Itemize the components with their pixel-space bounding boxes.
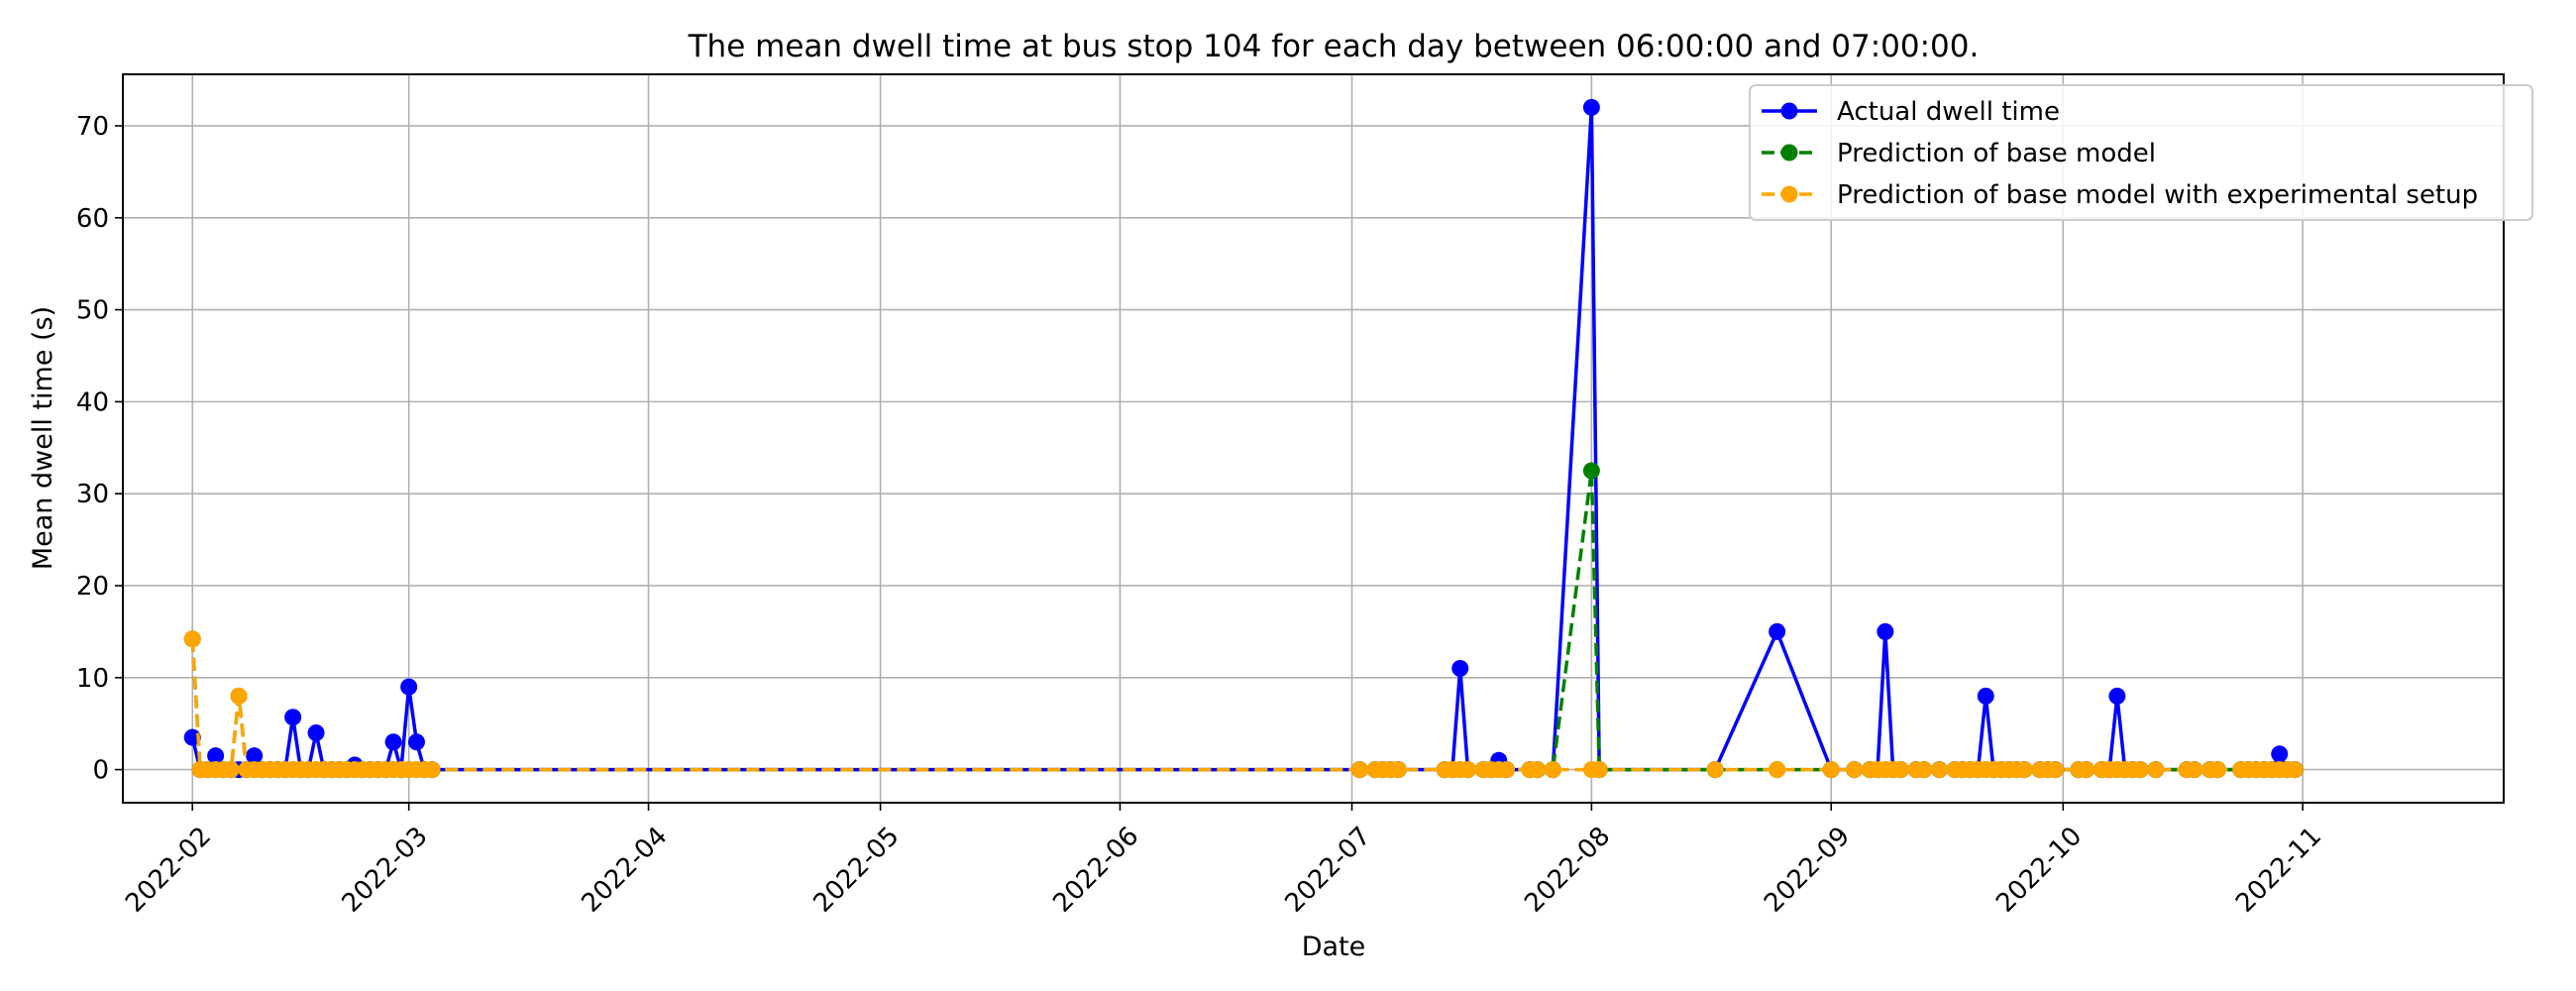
y-axis: 0 10 20 30 40 50 60 70 <box>76 112 123 786</box>
series-group <box>183 98 2304 779</box>
y-tick-label: 60 <box>76 204 109 234</box>
plot-frame <box>122 73 2505 804</box>
data-point <box>1706 761 1724 779</box>
data-point <box>2147 761 2165 779</box>
y-tick-label: 10 <box>76 664 109 694</box>
data-point <box>1846 761 1864 779</box>
legend-box <box>1749 84 2533 221</box>
legend-label: Actual dwell time <box>1837 97 2060 127</box>
data-point <box>1977 687 1994 705</box>
data-point <box>183 630 201 648</box>
data-point <box>222 761 240 779</box>
data-point <box>2108 687 2126 705</box>
legend-label: Prediction of base model <box>1837 139 2156 168</box>
data-point <box>1451 660 1469 678</box>
data-point <box>1582 98 1600 116</box>
data-point <box>230 687 248 705</box>
y-tick-label: 70 <box>76 112 109 142</box>
legend-item: Prediction of base model <box>1762 139 2156 168</box>
data-point <box>2286 761 2304 779</box>
legend-swatch-marker <box>1780 185 1798 203</box>
data-point <box>1930 761 1948 779</box>
data-point <box>400 678 418 696</box>
data-point <box>1769 761 1786 779</box>
data-point <box>2046 761 2064 779</box>
y-tick-label: 50 <box>76 296 109 326</box>
data-point <box>1389 761 1407 779</box>
legend-swatch-marker <box>1780 102 1798 120</box>
data-point <box>2015 761 2033 779</box>
data-point <box>1459 761 1477 779</box>
series-2 <box>183 630 2304 779</box>
data-point <box>207 747 225 765</box>
data-point <box>2078 761 2095 779</box>
data-point <box>2208 761 2226 779</box>
x-axis-label: Date <box>1302 932 1366 962</box>
legend: Actual dwell time Prediction of base mode… <box>1749 84 2533 221</box>
data-point <box>1544 761 1561 779</box>
legend-swatch-marker <box>1780 144 1798 162</box>
data-point <box>1582 462 1600 480</box>
data-point <box>1915 761 1933 779</box>
data-point <box>1590 761 1608 779</box>
y-tick-label: 40 <box>76 387 109 417</box>
legend-item: Prediction of base model with experiment… <box>1762 180 2478 210</box>
data-point <box>2186 761 2203 779</box>
data-point <box>284 709 302 726</box>
data-point <box>1877 622 1894 640</box>
data-point <box>1769 622 1786 640</box>
y-tick-label: 0 <box>92 756 109 786</box>
legend-item: Actual dwell time <box>1762 97 2060 127</box>
data-point <box>1822 761 1840 779</box>
y-tick-label: 30 <box>76 480 109 509</box>
y-axis-label: Mean dwell time (s) <box>28 306 58 570</box>
data-point <box>1891 761 1909 779</box>
data-point <box>384 733 402 751</box>
data-point <box>2271 745 2289 763</box>
data-point <box>423 761 441 779</box>
data-point <box>246 747 264 765</box>
data-point <box>1350 761 1368 779</box>
data-point <box>2131 761 2149 779</box>
data-point <box>1498 761 1516 779</box>
legend-label: Prediction of base model with experiment… <box>1837 180 2478 210</box>
chart-title: The mean dwell time at bus stop 104 for … <box>688 29 1980 64</box>
data-point <box>407 733 425 751</box>
data-point <box>1529 761 1547 779</box>
data-point <box>307 723 325 741</box>
y-tick-label: 20 <box>76 572 109 602</box>
